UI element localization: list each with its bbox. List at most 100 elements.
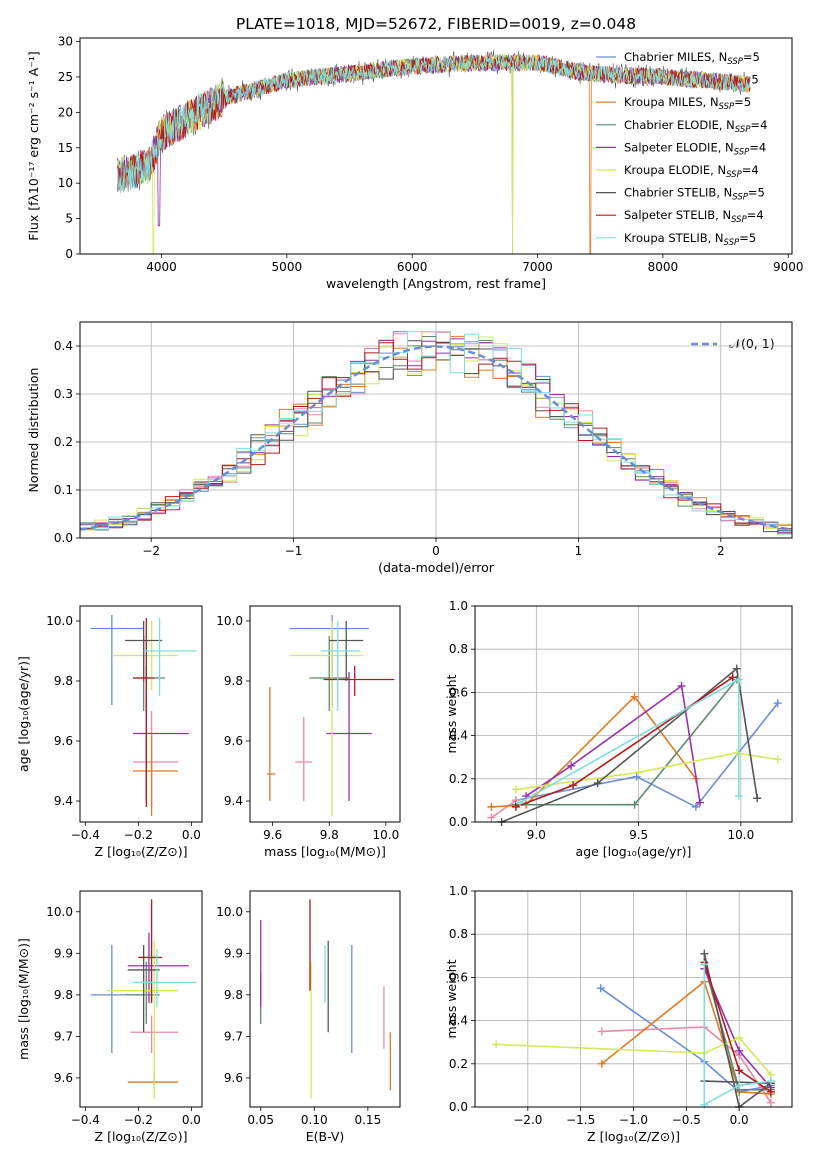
weight-vs-Z-panel: −2.0 −1.5 −1.0 −0.5 0.0 0.0 0.2 0.4 0.6 0.8 1.0 Z [… <box>444 884 793 1144</box>
legend-label-equals: = <box>750 118 760 132</box>
weight-vs-Z-series-8 <box>703 962 772 1093</box>
weight-vs-age-x-tick-label: 10.0 <box>728 828 755 842</box>
weight-vs-age-y-tick-label: 0.4 <box>449 729 468 743</box>
weight-vs-Z-series-9 <box>703 964 772 1107</box>
spectrum-y-tick-label: 30 <box>58 35 73 49</box>
age-vs-Z-x-axis-label: Z [log₁₀(Z/Z⊙)] <box>95 844 188 859</box>
weight-vs-age-y-tick-label: 1.0 <box>449 599 468 613</box>
mass-vs-ebv-x-axis-label: E(B-V) <box>306 1129 345 1144</box>
legend-label-text: Chabrier ELODIE, N <box>624 118 735 132</box>
weight-vs-age-series-3 <box>491 695 697 808</box>
legend-label-3: Kroupa MILES, NSSP=5 <box>624 95 751 112</box>
weight-vs-age-marker-6 <box>511 785 520 794</box>
weight-vs-age-marker-5 <box>695 798 704 807</box>
residuals-x-axis-label: (data-model)/error <box>378 560 495 575</box>
legend-label-1: Chabrier MILES, NSSP=5 <box>624 50 760 67</box>
weight-vs-Z-marker-1 <box>596 984 605 993</box>
weight-vs-age-series-6 <box>515 752 778 791</box>
mass-vs-ebv-y-tick-label: 9.9 <box>224 946 243 960</box>
legend-label-4: Chabrier ELODIE, NSSP=4 <box>624 118 767 135</box>
residuals-y-tick-label: 0.1 <box>54 483 73 497</box>
mass-vs-ebv-x-tick-label: 0.15 <box>354 1113 381 1127</box>
age-vs-Z-y-axis-label: age [log₁₀(age/yr)] <box>16 656 31 772</box>
age-vs-mass-x-tick-label: 9.6 <box>263 828 282 842</box>
weight-vs-age-marker-7 <box>593 779 602 788</box>
legend-label-5: Salpeter ELODIE, NSSP=4 <box>624 140 766 157</box>
legend-label-subscript: SSP <box>724 238 740 248</box>
mass-vs-ebv-y-tick-label: 9.6 <box>224 1071 243 1085</box>
legend-label-equals: = <box>734 95 744 109</box>
mass-vs-Z-x-tick-label: −0.2 <box>124 1113 153 1127</box>
weight-vs-age-panel: 9.0 9.5 10.0 0.0 0.2 0.4 0.6 0.8 1.0 age [log₁₀(a… <box>444 599 793 859</box>
mass-vs-ebv-x-tick-label: 0.10 <box>301 1113 328 1127</box>
weight-vs-Z-marker-9 <box>700 1100 709 1109</box>
weight-vs-Z-series-6 <box>496 1036 772 1076</box>
legend-label-text: Kroupa STELIB, N <box>624 231 724 245</box>
weight-vs-age-marker-5 <box>677 681 686 690</box>
weight-vs-age-series-9 <box>519 678 740 804</box>
weight-vs-age-marker-7 <box>753 794 762 803</box>
weight-vs-Z-x-axis-label: Z [log₁₀(Z/Z⊙)] <box>587 1129 680 1144</box>
legend-label-7: Chabrier STELIB, NSSP=5 <box>624 186 765 203</box>
legend-label-text: Kroupa MILES, N <box>624 95 719 109</box>
age-vs-mass-x-tick-label: 9.8 <box>320 828 339 842</box>
legend-label-text: Chabrier STELIB, N <box>624 186 732 200</box>
legend-label-nssp: 5 <box>753 50 760 64</box>
weight-vs-age-marker-1 <box>691 802 700 811</box>
legend-label-subscript: SSP <box>732 193 748 203</box>
weight-vs-age-frame <box>474 605 793 823</box>
normal-reference-curve <box>79 345 793 531</box>
weight-vs-age-marker-2 <box>487 813 496 822</box>
spectrum-y-tick-label: 10 <box>58 176 73 190</box>
spectrum-x-tick-label: 6000 <box>397 260 428 274</box>
age-vs-mass-x-tick-label: 10.0 <box>372 828 399 842</box>
spectrum-frame <box>79 37 793 255</box>
spectrum-x-tick-label: 4000 <box>146 260 177 274</box>
legend-label-equals: = <box>739 231 749 245</box>
weight-vs-Z-series-2 <box>601 1026 772 1104</box>
legend-label-nssp: 4 <box>751 163 758 177</box>
residuals-y-tick-label: 0.0 <box>54 531 73 545</box>
spectrum-x-tick-label: 5000 <box>272 260 303 274</box>
mass-vs-Z-y-tick-label: 9.9 <box>54 946 73 960</box>
residuals-x-tick-label: −1 <box>285 544 303 558</box>
legend-label-nssp: 5 <box>744 95 751 109</box>
spectrum-y-tick-label: 0 <box>65 247 73 261</box>
legend-label-subscript: SSP <box>731 215 747 225</box>
weight-vs-age-y-tick-label: 0.6 <box>449 685 468 699</box>
legend-label-text: Salpeter ELODIE, N <box>624 140 734 154</box>
weight-vs-age-marker-3 <box>630 692 639 701</box>
weight-vs-Z-marker-9 <box>700 960 709 969</box>
weight-vs-age-marker-4 <box>630 800 639 809</box>
weight-vs-age-series-2 <box>490 799 517 819</box>
weight-vs-age-marker-8 <box>569 781 578 790</box>
age-vs-mass-y-tick-label: 9.8 <box>224 674 243 688</box>
weight-vs-age-series-7 <box>501 667 758 823</box>
weight-vs-Z-marker-9 <box>735 1081 744 1090</box>
mass-vs-ebv-panel: 0.05 0.10 0.15 9.6 9.7 9.8 9.9 10.0 E(B-V) <box>216 890 401 1144</box>
residuals-y-tick-label: 0.4 <box>54 339 73 353</box>
residual-histogram-9 <box>79 331 793 538</box>
weight-vs-age-y-tick-label: 0.0 <box>449 815 468 829</box>
age-vs-Z-y-tick-label: 9.4 <box>54 794 73 808</box>
age-vs-Z-x-tick-label: −0.2 <box>124 828 153 842</box>
mass-vs-Z-y-axis-label: mass [log₁₀(M/M⊙)] <box>16 938 31 1060</box>
residuals-x-tick-label: −2 <box>142 544 160 558</box>
weight-vs-Z-marker-8 <box>766 1087 775 1096</box>
mass-vs-Z-y-tick-label: 9.6 <box>54 1071 73 1085</box>
spectrum-panel: 4000 5000 6000 7000 8000 9000 0 5 10 15 20 25 30 wave… <box>26 35 804 291</box>
legend-label-subscript: SSP <box>727 57 743 67</box>
weight-vs-age-marker-8 <box>511 802 520 811</box>
residuals-y-tick-label: 0.2 <box>54 435 73 449</box>
weight-vs-Z-marker-9 <box>766 1077 775 1086</box>
weight-vs-age-marker-9 <box>734 792 743 801</box>
weight-vs-Z-y-axis-label: mass weight <box>444 959 459 1038</box>
mass-vs-Z-x-tick-label: −0.4 <box>71 1113 100 1127</box>
age-vs-Z-panel: −0.4 −0.2 0.0 9.4 9.6 9.8 10.0 Z [log₁₀(Z/Z⊙)] a… <box>16 605 203 859</box>
legend-label-6: Kroupa ELODIE, NSSP=4 <box>624 163 759 180</box>
spectrum-y-axis-label: Flux [fλ10⁻¹⁷ erg cm⁻² s⁻¹ A⁻¹] <box>26 51 41 240</box>
weight-vs-age-series-5 <box>525 684 701 803</box>
spectrum-y-tick-label: 20 <box>58 105 73 119</box>
weight-vs-Z-frame <box>474 890 793 1108</box>
